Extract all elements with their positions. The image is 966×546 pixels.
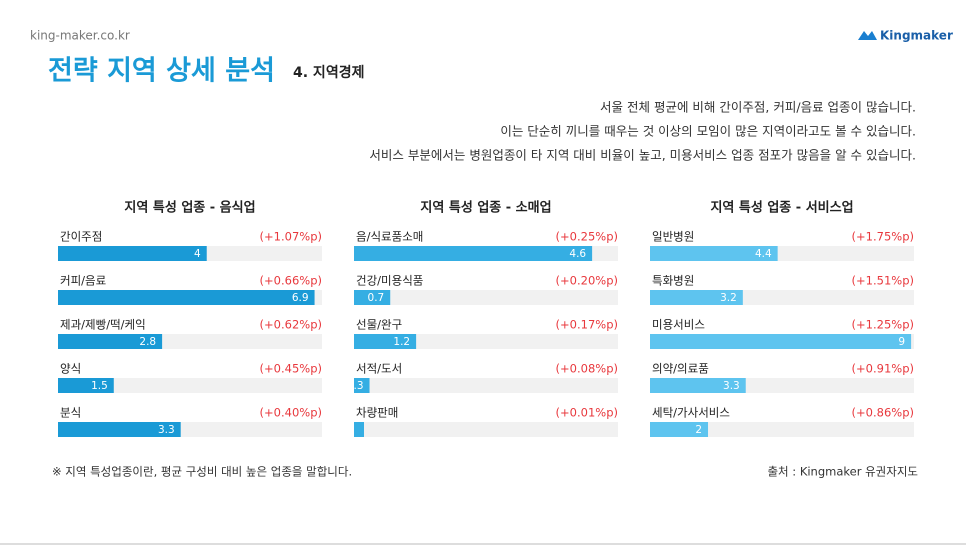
- annotation: (+0.01%p): [556, 406, 618, 420]
- description-line: 이는 단순히 끼니를 때우는 것 이상의 모임이 많은 지역이라고도 볼 수 있…: [500, 124, 916, 139]
- logo-icon: [858, 31, 877, 40]
- footnote: ※ 지역 특성업종이란, 평균 구성비 대비 높은 업종을 말합니다.: [52, 465, 352, 479]
- category-label: 커피/음료: [60, 274, 106, 288]
- value-label: 0.7: [368, 292, 385, 304]
- bar: [354, 290, 391, 305]
- bar: [650, 422, 709, 437]
- source: 출처 : Kingmaker 유권자지도: [767, 465, 918, 479]
- bar-track: [354, 334, 618, 349]
- value-label: 9: [898, 336, 905, 348]
- description-line: 서비스 부분에서는 병원업종이 타 지역 대비 비율이 높고, 미용서비스 업종…: [369, 148, 916, 163]
- annotation: (+0.86%p): [852, 406, 914, 420]
- annotation: (+1.51%p): [852, 274, 914, 288]
- category-label: 제과/제빵/떡/케익: [60, 318, 146, 332]
- panel-title: 지역 특성 업종 - 서비스업: [710, 200, 853, 216]
- annotation: (+0.40%p): [260, 406, 322, 420]
- value-label: 4: [194, 248, 201, 260]
- value-label: 1.5: [91, 380, 108, 392]
- value-label: 2.8: [139, 336, 156, 348]
- annotation: (+0.17%p): [556, 318, 618, 332]
- bar-track: [354, 290, 618, 305]
- bar: [354, 378, 370, 393]
- logo: Kingmaker: [880, 29, 953, 43]
- annotation: (+0.62%p): [260, 318, 322, 332]
- category-label: 미용서비스: [652, 318, 705, 332]
- panel-title: 지역 특성 업종 - 소매업: [420, 200, 551, 216]
- category-label: 차량판매: [356, 406, 398, 420]
- value-label: 3.3: [723, 380, 740, 392]
- category-label: 세탁/가사서비스: [652, 406, 730, 420]
- annotation: (+1.07%p): [260, 230, 322, 244]
- annotation: (+1.25%p): [852, 318, 914, 332]
- value-label: 6.9: [292, 292, 309, 304]
- bar-track: [650, 422, 914, 437]
- bar: [650, 334, 912, 349]
- bar-stub: [354, 422, 364, 437]
- site-url: king-maker.co.kr: [30, 29, 130, 43]
- page-subtitle: 4. 지역경제: [293, 64, 364, 81]
- annotation: (+0.45%p): [260, 362, 322, 376]
- bar: [58, 290, 315, 305]
- value-label: 3.2: [720, 292, 737, 304]
- bar: [650, 290, 743, 305]
- bar: [650, 378, 746, 393]
- category-label: 간이주점: [60, 230, 102, 244]
- bar-track: [354, 378, 618, 393]
- page-title: 전략 지역 상세 분석: [48, 56, 275, 87]
- bar-track: [58, 378, 322, 393]
- bar: [58, 378, 114, 393]
- category-label: 서적/도서: [356, 362, 402, 376]
- category-label: 음/식료품소매: [356, 230, 423, 244]
- value-label: 4.4: [755, 248, 772, 260]
- bar: [58, 422, 181, 437]
- annotation: (+1.75%p): [852, 230, 914, 244]
- category-label: 선물/완구: [356, 318, 402, 332]
- category-label: 건강/미용식품: [356, 274, 423, 288]
- annotation: (+0.08%p): [556, 362, 618, 376]
- annotation: (+0.66%p): [260, 274, 322, 288]
- bar: [650, 246, 778, 261]
- bar-track: [354, 422, 618, 437]
- panel-title: 지역 특성 업종 - 음식업: [124, 200, 255, 216]
- category-label: 일반병원: [652, 230, 694, 244]
- value-label: 1.2: [393, 336, 410, 348]
- category-label: 의약/의료품: [652, 362, 709, 376]
- value-label: 3.3: [158, 424, 175, 436]
- category-label: 분식: [60, 406, 81, 420]
- annotation: (+0.25%p): [556, 230, 618, 244]
- value-label: 4.6: [569, 248, 586, 260]
- bar: [354, 246, 593, 261]
- annotation: (+0.91%p): [852, 362, 914, 376]
- category-label: 특화병원: [652, 274, 694, 288]
- value-label: 2: [695, 424, 702, 436]
- category-label: 양식: [60, 362, 81, 376]
- value-label: .3: [353, 380, 363, 392]
- bar: [58, 334, 163, 349]
- bar: [58, 246, 207, 261]
- annotation: (+0.20%p): [556, 274, 618, 288]
- description-line: 서울 전체 평균에 비해 간이주점, 커피/음료 업종이 많습니다.: [600, 100, 916, 115]
- bar: [354, 334, 417, 349]
